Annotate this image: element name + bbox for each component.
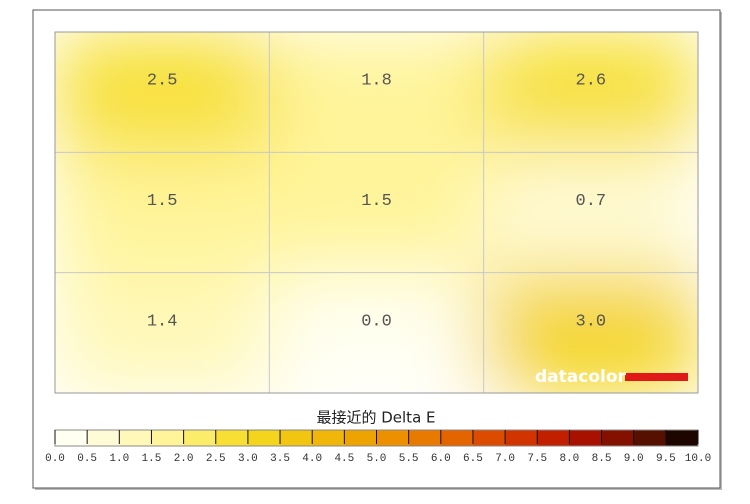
colorbar-segment: [665, 430, 699, 446]
colorbar-tick-label: 0.5: [77, 453, 97, 465]
colorbar-segment: [119, 430, 152, 446]
value-label: 1.5: [147, 192, 178, 211]
colorbar-segment: [440, 430, 474, 446]
colorbar-tick-label: 4.5: [334, 453, 354, 465]
heat-cell: [483, 32, 698, 153]
colorbar-tick-label: 4.0: [302, 453, 322, 465]
heat-cell: [269, 152, 485, 274]
colorbar-tick-label: 9.5: [656, 453, 676, 465]
colorbar-tick-label: 2.5: [206, 453, 226, 465]
value-label: 1.4: [147, 312, 178, 331]
heatmap-blur: [55, 32, 698, 393]
colorbar-segment: [408, 430, 442, 446]
colorbar-tick-label: 8.0: [559, 453, 579, 465]
heat-cell: [55, 272, 270, 393]
colorbar-tick-label: 7.5: [527, 453, 547, 465]
heat-cell: [55, 152, 270, 274]
colorbar: 0.0 0.5 1.0 1.5 2.0 2.5 3.0 3.5 4.0 4.5 5.0 5.5 6.0 6…: [45, 429, 711, 465]
heat-cell: [55, 32, 270, 153]
colorbar-tick-label: 8.5: [592, 453, 612, 465]
colorbar-segment: [55, 430, 88, 446]
value-label: 2.5: [147, 72, 178, 91]
plot-border: [54, 31, 699, 394]
colorbar-segment: [601, 430, 634, 446]
colorbar-segment: [472, 430, 506, 446]
colorbar-segment: [280, 430, 313, 446]
heat-cell: [483, 272, 698, 393]
heatmap-field: [55, 32, 698, 393]
colorbar-segment: [569, 430, 602, 446]
colorbar-segment: [247, 430, 281, 446]
overlay: 2.5 1.8 2.6 1.5 1.5 0.7 1.4 0.0 3.0: [55, 32, 698, 393]
colorbar-tick-label: 1.5: [142, 453, 162, 465]
colorbar-segment: [376, 430, 409, 446]
value-label: 1.5: [361, 192, 392, 211]
colorbar-tick-label: 0.0: [45, 453, 65, 465]
colorbar-segment: [151, 430, 184, 446]
colorbar-segment: [344, 430, 377, 446]
colorbar-tick-label: 6.5: [463, 453, 483, 465]
colorbar-tick-label: 6.0: [431, 453, 451, 465]
heat-cell: [269, 272, 485, 393]
colorbar-tick-label: 5.0: [367, 453, 387, 465]
value-label: 3.0: [576, 312, 607, 331]
colorbar-segment: [87, 430, 120, 446]
colorbar-tick-label: 5.5: [399, 453, 419, 465]
value-label: 1.8: [361, 72, 392, 91]
value-label: 2.6: [576, 72, 607, 91]
colorbar-segment: [312, 430, 345, 446]
logo-bar: [625, 373, 688, 381]
colorbar-tick-label: 2.0: [174, 453, 194, 465]
heat-cell: [483, 152, 698, 274]
colorbar-segment: [633, 430, 667, 446]
value-label: 0.7: [576, 192, 607, 211]
colorbar-segment: [537, 430, 570, 446]
colorbar-tick-label: 3.0: [238, 453, 258, 465]
colorbar-segment: [183, 430, 217, 446]
colorbar-tick-label: 3.5: [270, 453, 290, 465]
logo: datacolor: [535, 367, 627, 387]
colorbar-tick-label: 7.0: [495, 453, 515, 465]
value-label: 0.0: [361, 312, 392, 331]
colorbar-tick-label: 10.0: [685, 453, 711, 465]
colorbar-tick-label: 1.0: [109, 453, 129, 465]
heat-cell: [269, 32, 485, 153]
colorbar-tick-label: 9.0: [624, 453, 644, 465]
colorbar-segment: [215, 430, 249, 446]
chart-title: 最接近的 Delta E: [316, 409, 435, 427]
colorbar-segment: [505, 430, 538, 446]
